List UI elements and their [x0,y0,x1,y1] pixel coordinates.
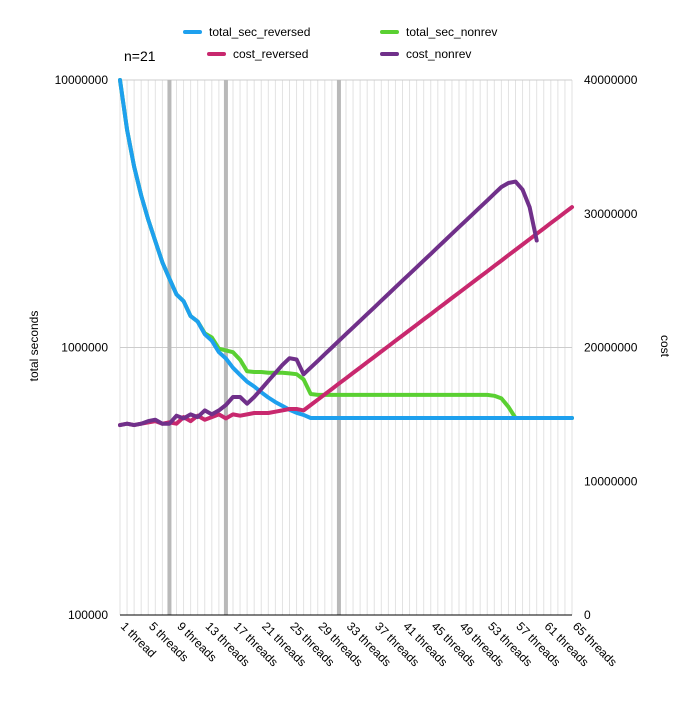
legend-label-cost_nonrev: cost_nonrev [406,47,471,61]
series-line-total_sec_reversed [118,78,574,420]
y-right-tick-label: 40000000 [584,73,638,87]
highlight-band [167,80,172,615]
highlight-bands [167,80,341,615]
highlight-band [223,80,228,615]
y-right-tick-label: 20000000 [584,341,638,355]
highlight-band [336,80,341,615]
legend: total_sec_reversed total_sec_nonrev cost_r… [183,25,497,61]
legend-label-cost_reversed: cost_reversed [233,47,308,61]
y-left-tick-label: 100000 [68,608,108,622]
grid [119,79,573,616]
y-left-tick-label: 10000000 [55,73,109,87]
chart-annotation: n=21 [124,48,156,64]
y-left-axis-label: total seconds [27,311,41,382]
y-right-tick-label: 10000000 [584,474,638,488]
legend-label-total_sec_reversed: total_sec_reversed [209,25,310,39]
series-lines [118,78,574,428]
y-right-axis-label: cost [658,335,672,358]
legend-label-total_sec_nonrev: total_sec_nonrev [406,25,497,39]
y-right-tick-label: 0 [584,608,591,622]
y-left-tick-label: 1000000 [61,341,108,355]
y-right-tick-label: 30000000 [584,207,638,221]
series-line-cost_nonrev [118,179,539,428]
